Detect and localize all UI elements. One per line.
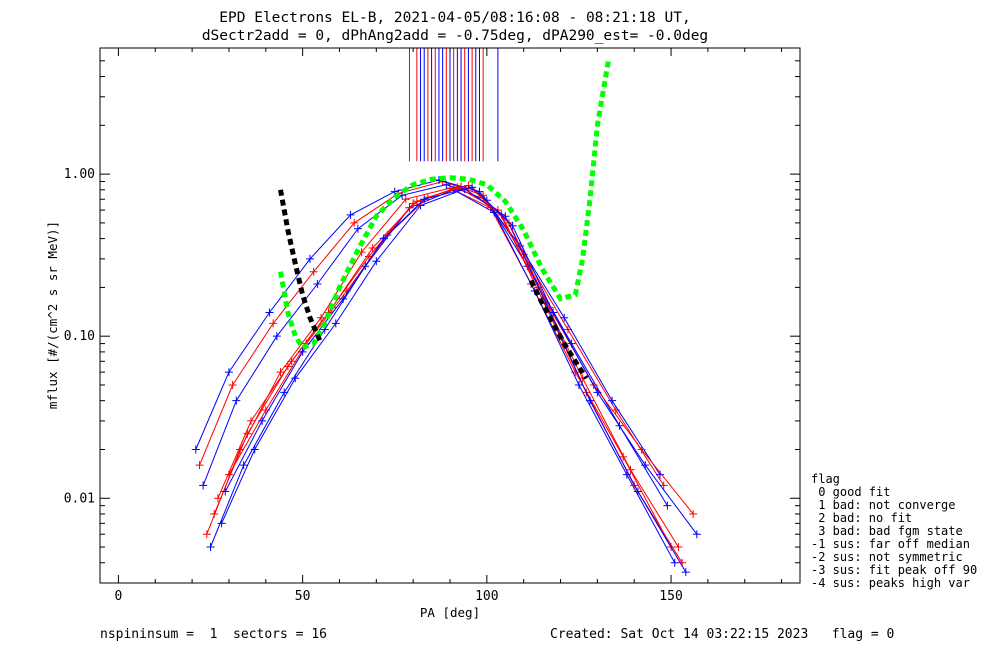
y-tick-label: 0.10 bbox=[64, 329, 95, 344]
data-point-red bbox=[317, 313, 326, 322]
series-line-blue bbox=[210, 189, 676, 564]
data-point-red bbox=[453, 183, 462, 192]
data-point-blue bbox=[313, 279, 322, 288]
x-axis-label: PA [deg] bbox=[420, 605, 480, 620]
x-tick-label: 0 bbox=[115, 589, 123, 604]
legend-item-1: 1 bad: not converge bbox=[811, 498, 956, 512]
data-point-red bbox=[637, 445, 646, 454]
data-point-blue bbox=[641, 461, 650, 470]
data-point-blue bbox=[239, 461, 248, 470]
fit-green bbox=[278, 60, 611, 351]
data-point-blue bbox=[633, 487, 642, 496]
data-point-blue bbox=[258, 416, 267, 425]
data-point-blue bbox=[272, 332, 281, 341]
data-point-red bbox=[689, 509, 698, 518]
data-point-blue bbox=[298, 347, 307, 356]
data-point-blue bbox=[549, 308, 558, 317]
data-point-blue bbox=[670, 558, 679, 567]
series-line-red bbox=[199, 180, 665, 486]
data-point-blue bbox=[191, 445, 200, 454]
data-point-red bbox=[309, 267, 318, 276]
legend-item-0: 0 good fit bbox=[811, 485, 890, 499]
chart-title-line1: EPD Electrons EL-B, 2021-04-05/08:16:08 … bbox=[219, 10, 690, 26]
data-point-blue bbox=[199, 481, 208, 490]
data-point-blue bbox=[339, 294, 348, 303]
data-point-red bbox=[243, 429, 252, 438]
chart-title-line2: dSectr2add = 0, dPhAng2add = -0.75deg, d… bbox=[202, 28, 708, 44]
series-line-red bbox=[228, 185, 694, 515]
y-tick-label: 1.00 bbox=[64, 167, 95, 182]
axis-layer: 0 50 100 150 0.01 0.10 1.00 bbox=[64, 47, 800, 604]
data-point-blue bbox=[221, 487, 230, 496]
data-point-red bbox=[409, 199, 418, 208]
legend-item-7: -4 sus: peaks high var bbox=[811, 576, 970, 590]
footer-right: Created: Sat Oct 14 03:22:15 2023 flag =… bbox=[550, 627, 894, 642]
data-point-blue bbox=[331, 319, 340, 328]
data-point-red bbox=[228, 380, 237, 389]
data-point-blue bbox=[560, 313, 569, 322]
legend-title: flag bbox=[811, 472, 840, 486]
data-point-blue bbox=[420, 195, 429, 204]
footer-left: nspininsum = 1 sectors = 16 bbox=[100, 627, 327, 642]
legend-item-6: -3 sus: fit peak off 90 bbox=[811, 563, 977, 577]
data-point-red bbox=[368, 244, 377, 253]
data-point-blue bbox=[306, 254, 314, 263]
fit-black-right bbox=[528, 279, 589, 380]
data-point-blue bbox=[681, 568, 690, 577]
data-point-red bbox=[195, 461, 204, 470]
data-point-blue bbox=[346, 210, 355, 219]
y-axis-label: mflux [#/(cm^2 s sr MeV)] bbox=[45, 221, 60, 409]
fit-black bbox=[278, 189, 324, 345]
series-line-blue bbox=[221, 188, 687, 573]
data-point-blue bbox=[574, 380, 583, 389]
data-point-red bbox=[619, 452, 628, 461]
legend-item-5: -2 sus: not symmetric bbox=[811, 550, 963, 564]
data-point-blue bbox=[353, 224, 362, 233]
data-point-red bbox=[210, 509, 219, 518]
data-point-blue bbox=[468, 183, 477, 192]
legend-item-4: -1 sus: far off median bbox=[811, 537, 970, 551]
fit-layer bbox=[278, 60, 611, 380]
data-point-blue bbox=[586, 396, 594, 405]
data-point-blue bbox=[508, 221, 517, 230]
legend-item-3: 3 bad: bad fgm state bbox=[811, 524, 963, 538]
x-tick-label: 50 bbox=[295, 589, 311, 604]
legend: flag 0 good fit 1 bad: not converge 2 ba… bbox=[811, 472, 977, 590]
data-point-red bbox=[674, 543, 683, 552]
data-point-blue bbox=[224, 368, 233, 377]
data-point-red bbox=[283, 362, 292, 371]
data-point-blue bbox=[608, 396, 617, 405]
series-line-red bbox=[206, 187, 672, 548]
data-point-blue bbox=[206, 543, 215, 552]
data-point-red bbox=[626, 465, 635, 474]
x-tick-label: 100 bbox=[475, 589, 498, 604]
data-point-blue bbox=[265, 308, 274, 317]
x-tick-label: 150 bbox=[659, 589, 682, 604]
data-point-blue bbox=[250, 445, 259, 454]
data-point-red bbox=[276, 368, 285, 377]
data-point-blue bbox=[372, 257, 381, 266]
series-line-blue bbox=[202, 184, 668, 506]
y-tick-label: 0.01 bbox=[64, 491, 95, 506]
data-point-blue bbox=[692, 530, 701, 539]
data-point-blue bbox=[663, 501, 672, 510]
data-layer bbox=[191, 48, 701, 577]
data-point-red bbox=[269, 319, 278, 328]
data-point-blue bbox=[217, 519, 226, 528]
data-point-red bbox=[224, 470, 233, 479]
data-point-red bbox=[247, 416, 256, 425]
data-point-blue bbox=[291, 374, 300, 383]
data-point-blue bbox=[593, 388, 602, 397]
data-point-red bbox=[202, 530, 211, 539]
data-point-blue bbox=[379, 234, 388, 243]
data-point-red bbox=[401, 195, 410, 204]
series-line-blue bbox=[224, 186, 698, 535]
data-point-red bbox=[350, 218, 359, 227]
data-point-blue bbox=[232, 396, 241, 405]
legend-item-2: 2 bad: no fit bbox=[811, 511, 912, 525]
